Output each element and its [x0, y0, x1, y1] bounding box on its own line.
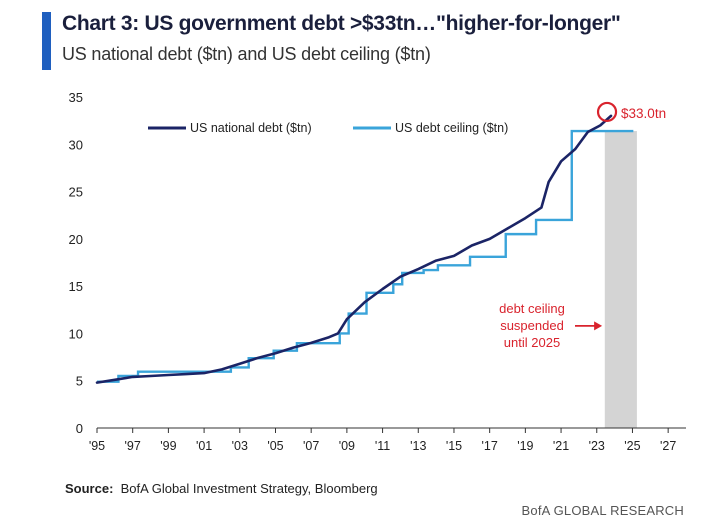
y-tick-label: 30: [69, 137, 83, 152]
x-tick-label: '95: [89, 439, 105, 453]
x-tick-label: '19: [517, 439, 533, 453]
x-tick-label: '99: [160, 439, 176, 453]
x-tick-label: '17: [482, 439, 498, 453]
x-tick-label: '25: [624, 439, 640, 453]
debt-series-line: [95, 114, 613, 384]
annotation-debt-value: $33.0tn: [621, 106, 666, 121]
source-label: Source:: [65, 481, 114, 496]
y-tick-label: 15: [69, 279, 83, 294]
annotation-suspension-line: debt ceiling: [499, 301, 565, 316]
x-tick-label: '27: [660, 439, 676, 453]
x-tick-label: '09: [339, 439, 355, 453]
legend-label-ceiling: US debt ceiling ($tn): [395, 121, 508, 135]
annotation-arrow-head: [594, 321, 603, 331]
annotation-suspension-line: suspended: [500, 318, 564, 333]
x-tick-label: '07: [303, 439, 319, 453]
x-tick-label: '05: [267, 439, 283, 453]
y-tick-label: 5: [76, 374, 83, 389]
x-tick-label: '03: [232, 439, 248, 453]
y-tick-label: 20: [69, 232, 83, 247]
x-tick-label: '15: [446, 439, 462, 453]
brand-footer: BofA GLOBAL RESEARCH: [521, 503, 684, 518]
y-tick-label: 25: [69, 185, 83, 200]
chart-subtitle: US national debt ($tn) and US debt ceili…: [62, 44, 431, 64]
x-tick-label: '11: [375, 439, 390, 453]
chart-canvas: 0 5 10 15 20 25 30 35 '95 '97 '99 '01 '03 '05 '07 '09 '1…: [69, 90, 686, 453]
y-tick-label: 35: [69, 90, 83, 105]
annotation-suspension-line: until 2025: [504, 335, 560, 350]
chart-title: Chart 3: US government debt >$33tn…"high…: [62, 12, 621, 35]
legend-label-debt: US national debt ($tn): [190, 121, 312, 135]
y-tick-label: 10: [69, 326, 83, 341]
suspension-shade: [604, 131, 637, 428]
x-tick-label: '13: [410, 439, 426, 453]
source-text: BofA Global Investment Strategy, Bloombe…: [120, 481, 378, 496]
x-tick-label: '01: [196, 439, 212, 453]
x-tick-label: '23: [589, 439, 605, 453]
x-tick-label: '21: [553, 439, 569, 453]
title-accent-bar: [42, 12, 51, 70]
y-tick-label: 0: [76, 421, 83, 436]
source-note: Source: BofA Global Investment Strategy,…: [65, 481, 378, 496]
highlight-circle: [596, 101, 618, 123]
x-tick-label: '97: [125, 439, 141, 453]
